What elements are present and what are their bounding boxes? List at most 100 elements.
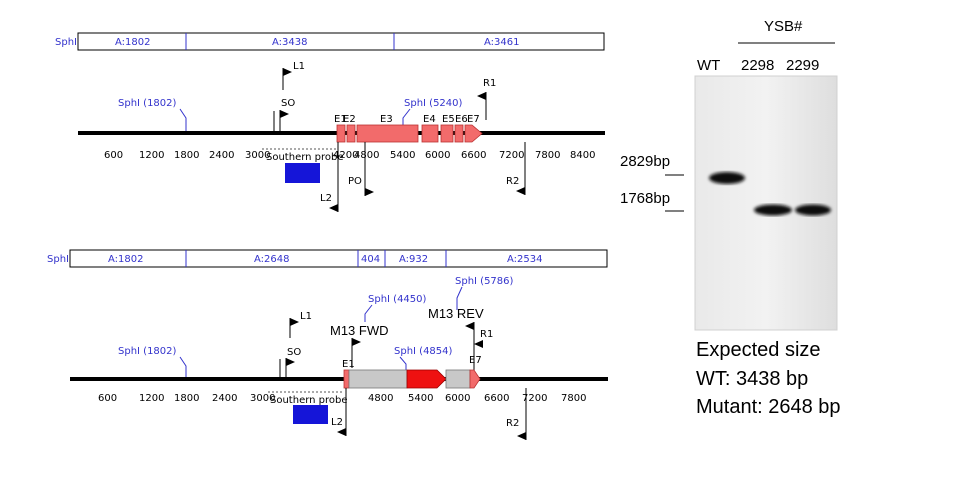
marker-label: 2829bp: [620, 153, 670, 170]
cassette-segment: [445, 369, 471, 389]
sphi-site-label: SphI (5786): [455, 276, 514, 287]
tick-label: 7800: [561, 393, 586, 404]
tick-label: 7800: [535, 150, 560, 161]
wt-fragment-bar: SphI A:1802 A:3438 A:3461: [55, 32, 605, 51]
exon-e7: [469, 369, 481, 389]
tick-label: 1800: [174, 150, 199, 161]
mutant-cassette: [343, 369, 481, 389]
tick-label: 5400: [390, 150, 415, 161]
exon-label: E7: [469, 355, 482, 366]
primer-r1-arrow: [477, 92, 486, 100]
exon-label: E5: [442, 114, 455, 125]
exon-label: E2: [343, 114, 356, 125]
primer-r2-arrow: [517, 432, 526, 440]
sphi-site-label: SphI (1802): [118, 98, 177, 109]
exon-label: E3: [380, 114, 393, 125]
sphi-site-label: SphI (5240): [404, 98, 463, 109]
fragment-label: A:1802: [115, 37, 150, 48]
primer-m13-rev-label: M13 REV: [428, 306, 484, 321]
primer-l1-label: L1: [293, 61, 305, 72]
tick-label: 7200: [522, 393, 547, 404]
tick-label: 4800: [368, 393, 393, 404]
wt-exons: E1 E2 E3 E4 E5 E6 E7: [334, 114, 483, 143]
exon-e1: [343, 369, 350, 389]
primer-so-arrow: [280, 110, 289, 118]
southern-probe-label: Southern probe: [266, 152, 344, 163]
primer-so-arrow: [286, 358, 295, 366]
exon-label: E6: [455, 114, 468, 125]
mutant-scale: 600 1200 1800 2400 3000 4800 5400 6000 6…: [98, 393, 586, 404]
exon-label: E4: [423, 114, 436, 125]
expected-size-mutant: Mutant: 2648 bp: [696, 396, 841, 418]
southern-blot: YSB# WT 2298 2299 2829bp 1768bp: [620, 18, 838, 331]
lane-label-wt: WT: [697, 57, 720, 74]
exon-label: E7: [467, 114, 480, 125]
primer-r2-label: R2: [506, 418, 519, 429]
exon-e4: [421, 124, 439, 143]
tick-label: 1200: [139, 393, 164, 404]
tick-label: 1800: [174, 393, 199, 404]
expected-size-wt: WT: 3438 bp: [696, 368, 809, 390]
tick-label: 6000: [425, 150, 450, 161]
gel-header: YSB#: [764, 18, 803, 35]
primer-m13-rev-arrow: [465, 322, 474, 330]
primer-l1-arrow: [290, 318, 299, 326]
primer-r1-label: R1: [480, 329, 493, 340]
fragment-label: A:3461: [484, 37, 519, 48]
primer-l1-label: L1: [300, 311, 312, 322]
cassette-segment: [348, 369, 408, 389]
southern-probe: [293, 405, 328, 424]
fragment-label: A:1802: [108, 254, 143, 265]
tick-label: 5400: [408, 393, 433, 404]
expected-size-heading: Expected size: [696, 339, 821, 361]
marker-label: 1768bp: [620, 190, 670, 207]
primer-po-label: PO: [348, 176, 362, 187]
exon-e1: [336, 124, 346, 143]
fragment-label: A:3438: [272, 37, 307, 48]
exon-e5: [440, 124, 454, 143]
fragment-start-label: SphI: [55, 37, 77, 48]
sphi-site-label: SphI (4854): [394, 346, 453, 357]
primer-m13-fwd-label: M13 FWD: [330, 323, 389, 338]
exon-label: E1: [342, 359, 355, 370]
fragment-label: A:2648: [254, 254, 289, 265]
mutant-map: SphI A:1802 A:2648 404 A:932 A:2534 SphI…: [47, 249, 608, 440]
gel-band-2298: [754, 204, 792, 216]
lane-label-2298: 2298: [741, 57, 774, 74]
primer-m13-fwd-arrow: [352, 338, 361, 346]
lane-label-2299: 2299: [786, 57, 819, 74]
fragment-label: A:932: [399, 254, 428, 265]
southern-probe-label: Southern probe: [270, 395, 348, 406]
tick-label: 8400: [570, 150, 595, 161]
tick-label: 4800: [354, 150, 379, 161]
tick-label: 2400: [209, 150, 234, 161]
exon-e7: [464, 124, 483, 143]
tick-label: 1200: [139, 150, 164, 161]
tick-label: 6000: [445, 393, 470, 404]
tick-label: 3000: [250, 393, 275, 404]
primer-l2-label: L2: [331, 417, 343, 428]
gel-band-wt: [709, 172, 745, 184]
fragment-start-label: SphI: [47, 254, 69, 265]
primer-l2-arrow: [329, 204, 338, 212]
fragment-label: 404: [361, 254, 380, 265]
exon-e3: [356, 124, 419, 143]
primer-so-label: SO: [287, 347, 301, 358]
exon-e2: [346, 124, 356, 143]
tick-label: 6600: [484, 393, 509, 404]
primer-r2-label: R2: [506, 176, 519, 187]
tick-label: 2400: [212, 393, 237, 404]
primer-po-arrow: [365, 188, 374, 196]
wt-scale: 600 1200 1800 2400 3000 4200 4800 5400 6…: [104, 150, 595, 161]
sphi-site-label: SphI (1802): [118, 346, 177, 357]
primer-r2-arrow: [516, 187, 525, 195]
primer-so-label: SO: [281, 98, 295, 109]
tick-label: 600: [104, 150, 123, 161]
tick-label: 600: [98, 393, 117, 404]
gel-band-2299: [795, 204, 831, 216]
southern-probe: [285, 163, 320, 183]
gel-image: [695, 76, 837, 330]
primer-r1-label: R1: [483, 78, 496, 89]
primer-l2-arrow: [337, 428, 346, 436]
